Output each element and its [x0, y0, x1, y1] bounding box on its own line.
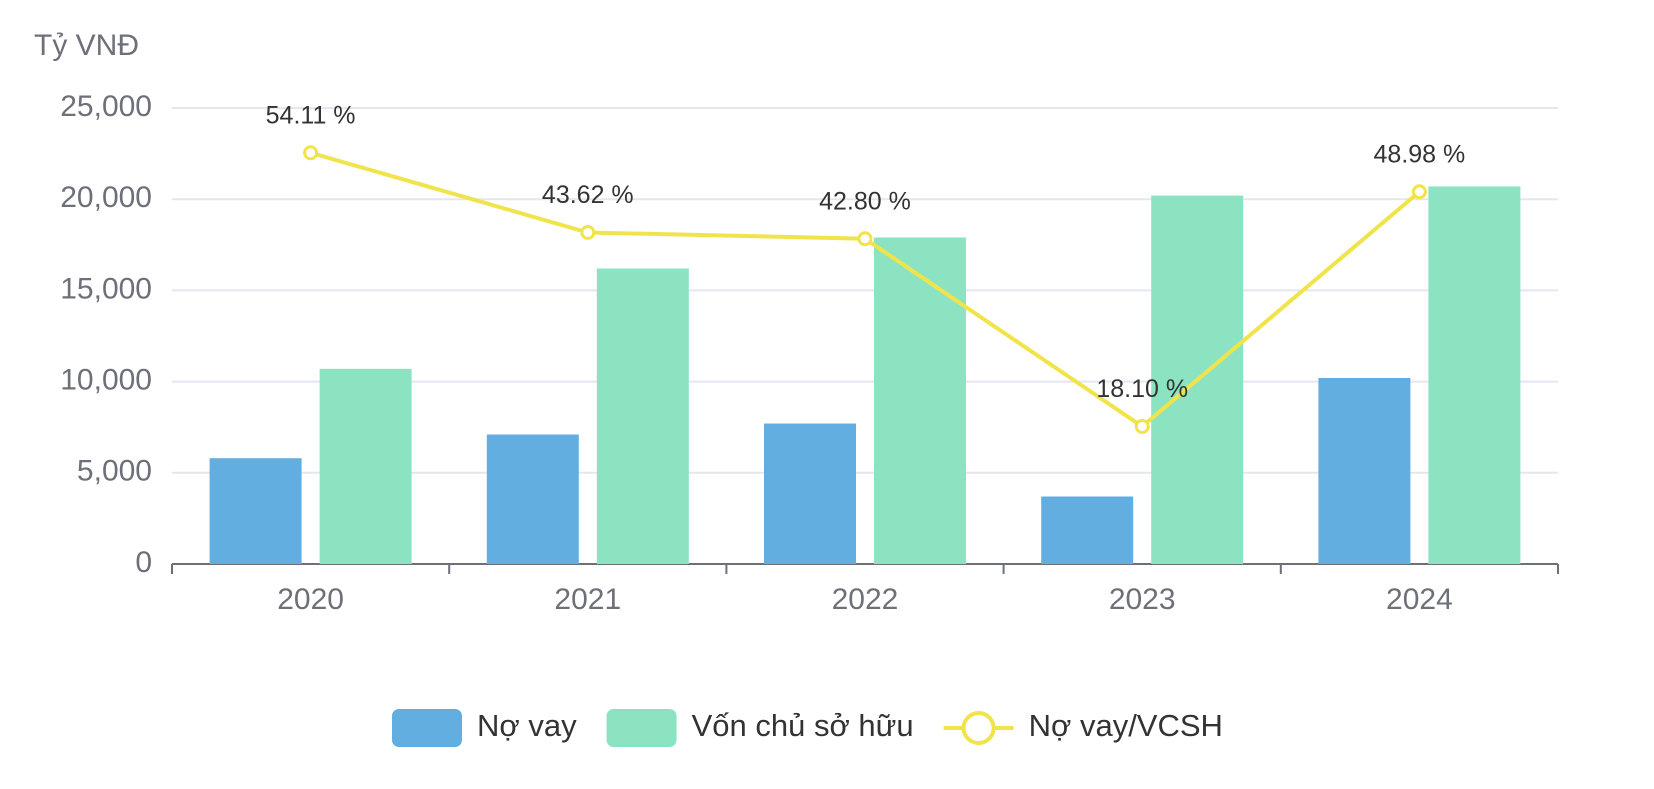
data-label: 42.80 % [819, 187, 911, 215]
bar [1428, 186, 1521, 564]
legend-label[interactable]: Nợ vay/VCSH [1029, 708, 1223, 743]
x-tick-label: 2024 [1386, 583, 1453, 616]
y-tick-label: 10,000 [60, 364, 152, 397]
y-tick-label: 0 [135, 546, 152, 579]
data-label: 48.98 % [1374, 140, 1466, 168]
line-point [580, 224, 596, 240]
bar [1041, 496, 1134, 564]
bar [874, 237, 966, 564]
line-point [1134, 418, 1150, 434]
legend-label[interactable]: Vốn chủ sở hữu [692, 708, 914, 743]
x-tick-label: 2021 [554, 583, 621, 616]
legend-swatch[interactable] [606, 709, 677, 747]
y-axis-label: Tỷ VNĐ [34, 29, 139, 62]
y-tick-label: 25,000 [60, 90, 152, 123]
bar [1318, 377, 1411, 564]
y-tick-label: 20,000 [60, 181, 152, 214]
x-tick-label: 2023 [1109, 583, 1176, 616]
x-tick-label: 2020 [277, 583, 344, 616]
bar [596, 268, 689, 564]
y-tick-label: 15,000 [60, 272, 152, 305]
line-point [1411, 184, 1427, 200]
line-point [303, 145, 319, 161]
bar [486, 434, 579, 564]
bar [764, 423, 856, 564]
legend-swatch[interactable] [392, 709, 462, 747]
data-label: 18.10 % [1096, 375, 1188, 403]
line-point [857, 231, 873, 247]
legend-swatch[interactable] [961, 711, 996, 745]
data-label: 43.62 % [542, 181, 634, 209]
bar [209, 458, 302, 564]
legend-label[interactable]: Nợ vay [477, 708, 577, 743]
data-label: 54.11 % [266, 101, 356, 129]
y-tick-label: 5,000 [77, 455, 152, 488]
x-tick-label: 2022 [832, 583, 899, 616]
bar [319, 368, 412, 564]
